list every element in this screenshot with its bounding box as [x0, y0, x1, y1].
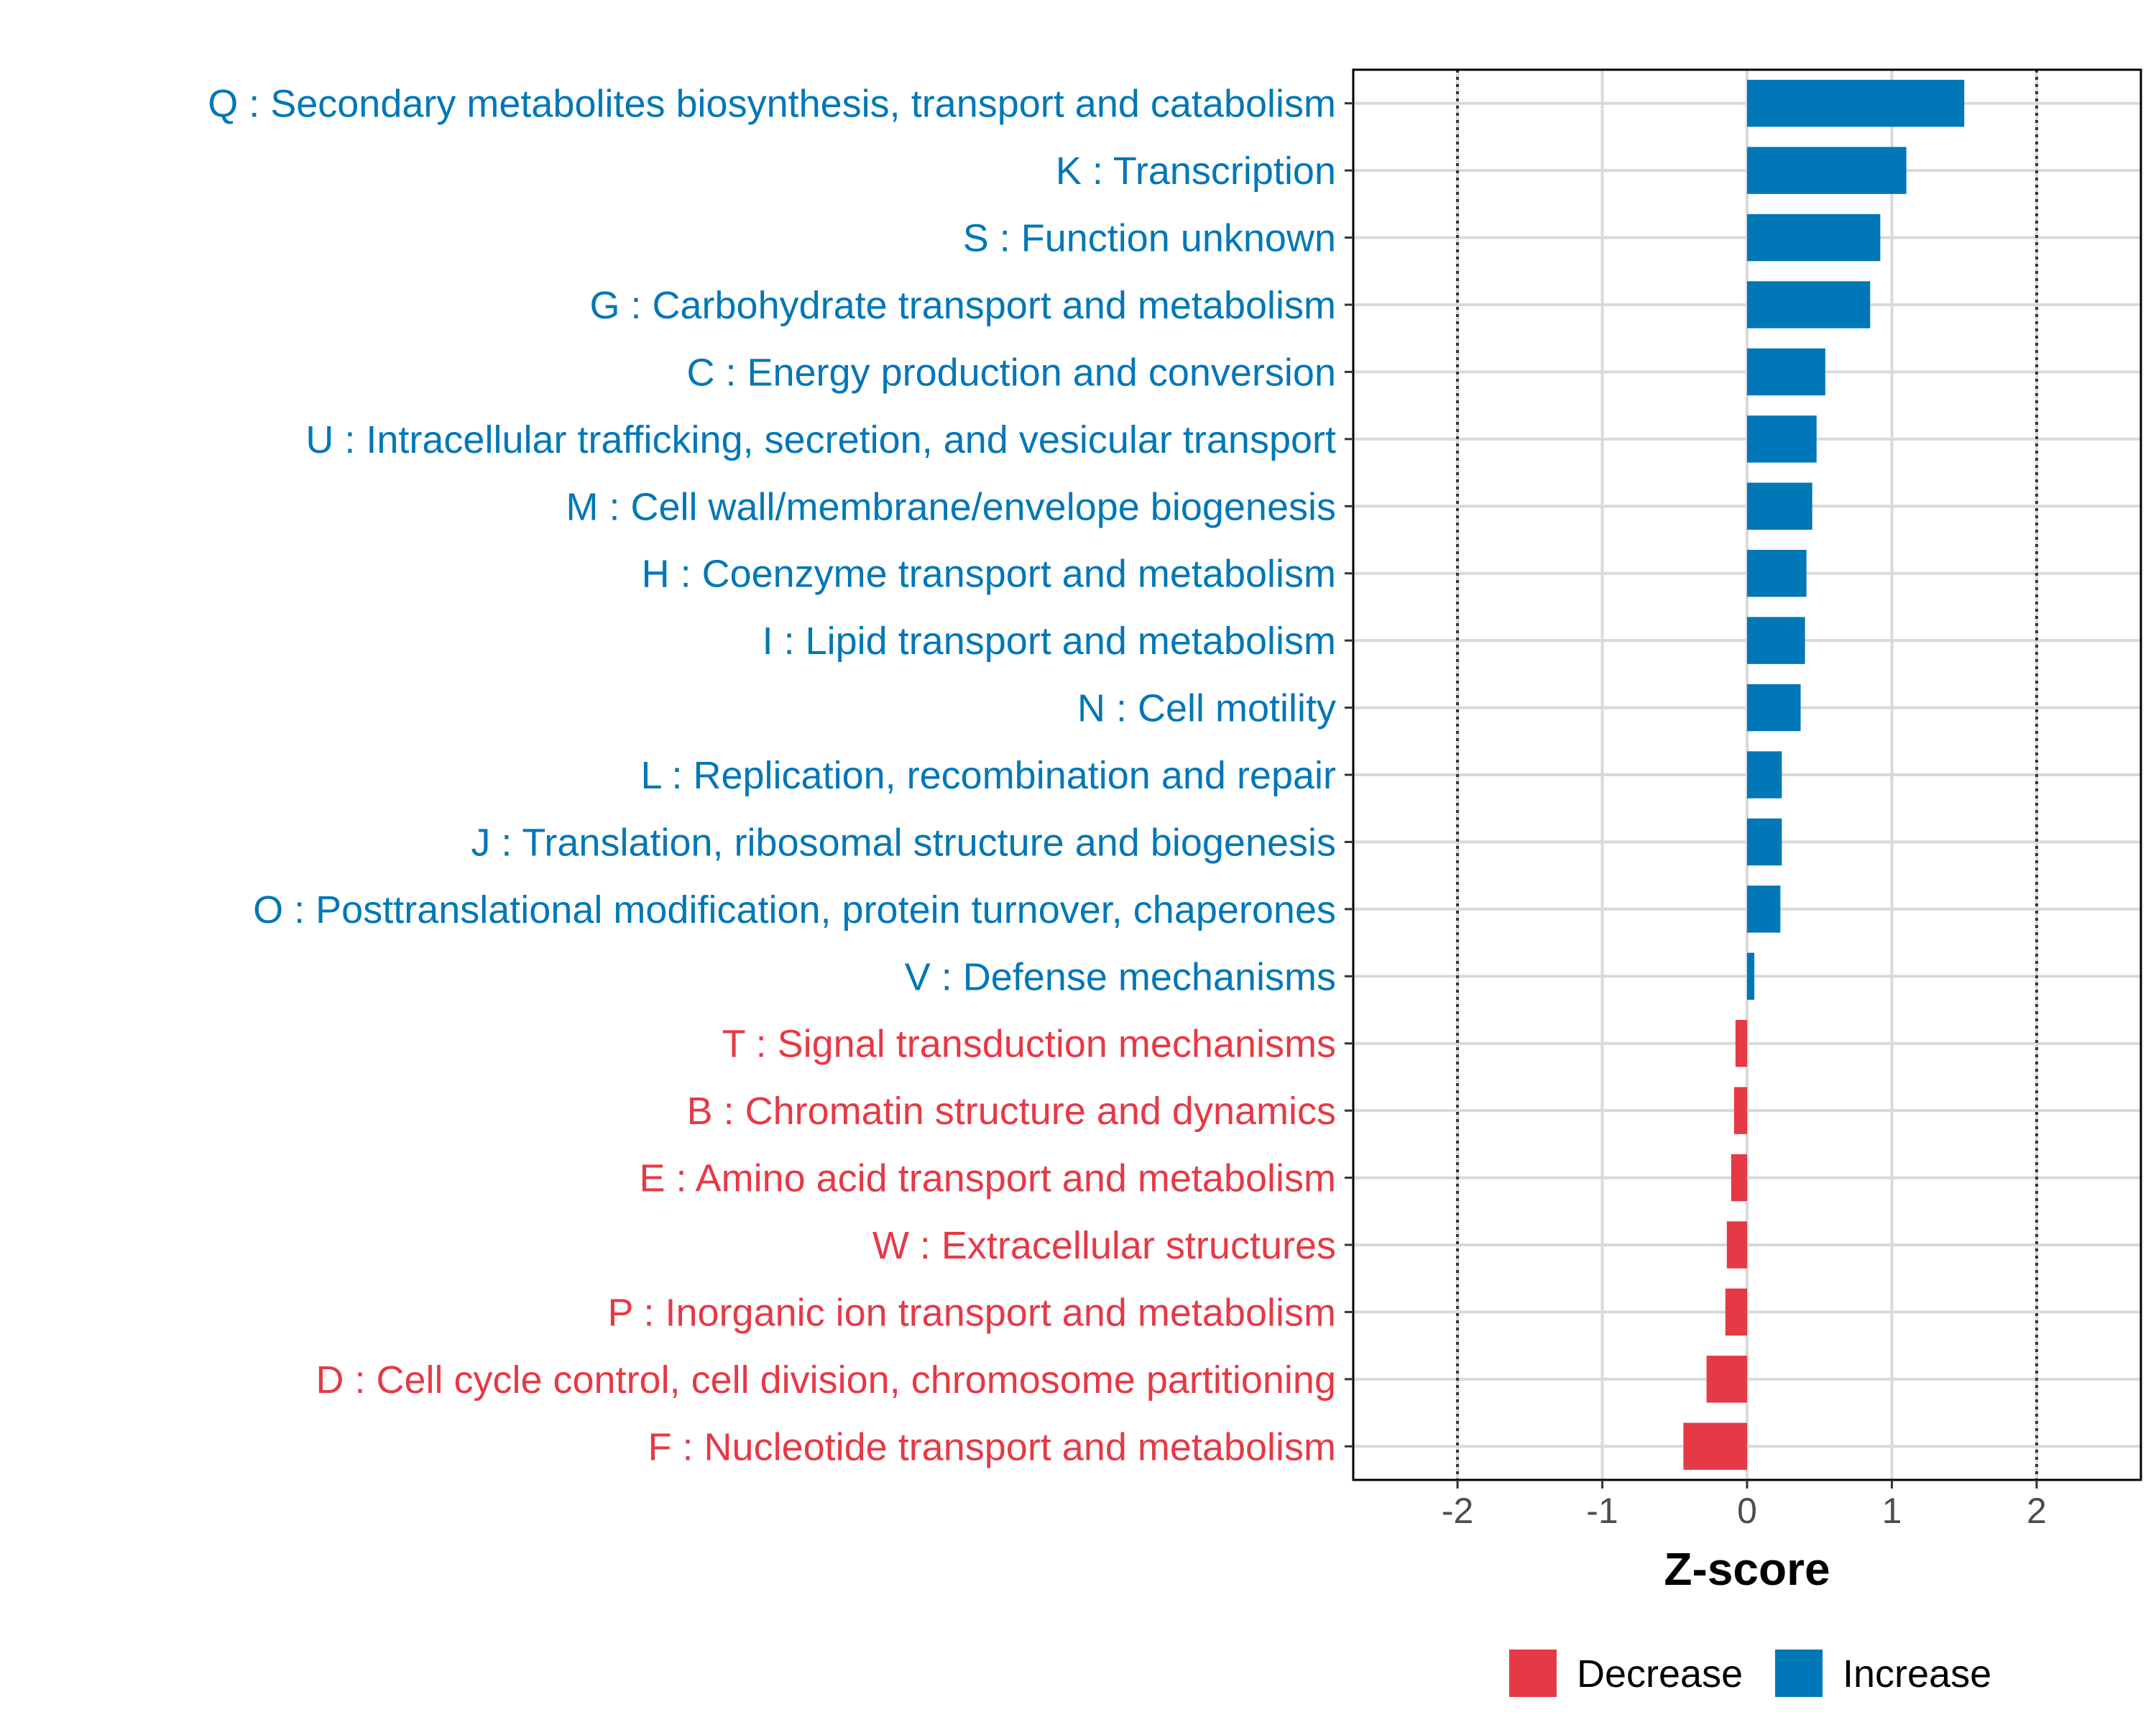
x-axis: -2 -1 0 1 2 — [1442, 1480, 2047, 1531]
category-label: F : Nucleotide transport and metabolism — [648, 1425, 1336, 1468]
category-label: U : Intracellular trafficking, secretion… — [305, 418, 1336, 461]
bar — [1747, 550, 1807, 597]
category-label: O : Posttranslational modification, prot… — [253, 888, 1336, 932]
category-label: K : Transcription — [1056, 150, 1336, 193]
bars — [1683, 80, 1965, 1470]
x-tick-label: -2 — [1442, 1491, 1473, 1531]
category-label: S : Function unknown — [963, 217, 1336, 260]
y-axis: Q : Secondary metabolites biosynthesis, … — [208, 83, 1353, 1468]
legend-label: Decrease — [1577, 1652, 1743, 1696]
category-label: J : Translation, ribosomal structure and… — [471, 821, 1336, 864]
legend-swatch — [1509, 1650, 1557, 1697]
x-tick-label: 1 — [1882, 1491, 1902, 1531]
legend-label: Increase — [1843, 1652, 1991, 1696]
category-label: M : Cell wall/membrane/envelope biogenes… — [566, 485, 1336, 528]
bar — [1706, 1356, 1747, 1403]
category-label: C : Energy production and conversion — [686, 351, 1336, 394]
bar — [1683, 1422, 1747, 1470]
bar — [1747, 751, 1782, 799]
category-label: T : Signal transduction mechanisms — [722, 1023, 1336, 1066]
category-label: B : Chromatin structure and dynamics — [687, 1090, 1336, 1133]
bar — [1726, 1221, 1747, 1269]
x-tick-label: 2 — [2027, 1491, 2047, 1531]
bar — [1747, 952, 1755, 1000]
bar — [1747, 415, 1817, 463]
legend-swatch — [1775, 1650, 1823, 1697]
bar — [1733, 1087, 1747, 1134]
bar — [1731, 1154, 1747, 1202]
bar — [1747, 886, 1781, 933]
bar — [1747, 684, 1801, 732]
category-label: V : Defense mechanisms — [905, 955, 1336, 998]
category-label: I : Lipid transport and metabolism — [763, 620, 1336, 663]
bar — [1747, 482, 1812, 530]
category-label: L : Replication, recombination and repai… — [640, 754, 1336, 797]
category-label: H : Coenzyme transport and metabolism — [642, 553, 1336, 596]
bar — [1747, 80, 1965, 127]
bar — [1747, 348, 1825, 396]
category-label: P : Inorganic ion transport and metaboli… — [607, 1291, 1336, 1334]
x-axis-title: Z-score — [1664, 1543, 1830, 1595]
category-label: N : Cell motility — [1077, 687, 1336, 730]
category-label: E : Amino acid transport and metabolism — [640, 1157, 1336, 1200]
category-label: G : Carbohydrate transport and metabolis… — [590, 284, 1337, 327]
bar — [1725, 1288, 1747, 1336]
x-tick-label: -1 — [1586, 1491, 1618, 1531]
bar — [1747, 281, 1871, 328]
category-label: W : Extracellular structures — [872, 1224, 1336, 1267]
bar — [1747, 617, 1805, 664]
bar — [1747, 818, 1782, 866]
x-tick-label: 0 — [1737, 1491, 1757, 1531]
bar — [1747, 213, 1881, 262]
category-label: Q : Secondary metabolites biosynthesis, … — [208, 83, 1336, 126]
category-label: D : Cell cycle control, cell division, c… — [315, 1358, 1336, 1402]
legend: Decrease Increase — [1509, 1650, 1991, 1697]
bar — [1735, 1020, 1747, 1067]
bar — [1747, 147, 1907, 194]
